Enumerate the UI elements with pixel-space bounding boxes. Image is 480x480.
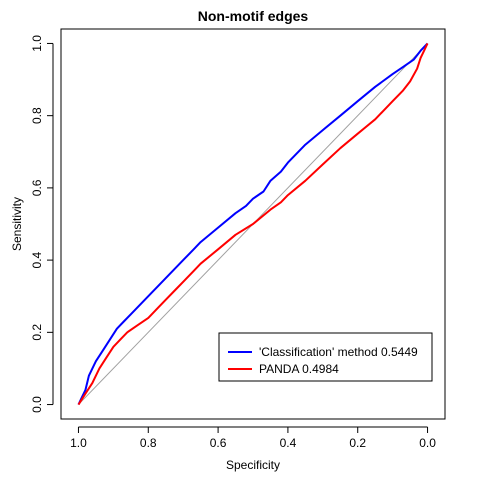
series-line-0 <box>77 42 429 406</box>
x-tick-label: 0.8 <box>140 436 157 450</box>
x-tick-label: 0.2 <box>349 436 366 450</box>
y-tick-label: 0.6 <box>30 179 44 196</box>
legend-label-panda: PANDA 0.4984 <box>259 362 339 376</box>
y-tick-label: 1.0 <box>30 35 44 52</box>
y-axis: 0.0 0.2 0.4 0.6 0.8 1.0 <box>30 35 54 413</box>
x-axis-label: Specificity <box>226 458 280 472</box>
y-tick-label: 0.0 <box>30 396 44 413</box>
y-tick-label: 0.2 <box>30 324 44 341</box>
series-layer <box>77 42 429 406</box>
legend-label-classification: 'Classification' method 0.5449 <box>259 345 418 359</box>
x-tick-label: 0.6 <box>210 436 227 450</box>
x-tick-label: 0.4 <box>280 436 297 450</box>
chart-title: Non-motif edges <box>198 8 309 24</box>
plot-frame <box>60 28 446 420</box>
y-tick-label: 0.4 <box>30 251 44 268</box>
x-axis: 1.0 0.8 0.6 0.4 0.2 0.0 <box>70 426 436 450</box>
y-tick-label: 0.8 <box>30 107 44 124</box>
legend: 'Classification' method 0.5449 PANDA 0.4… <box>218 332 433 382</box>
x-tick-label: 0.0 <box>419 436 436 450</box>
x-tick-label: 1.0 <box>70 436 87 450</box>
legend-box <box>218 332 433 382</box>
series-line-1 <box>77 42 429 406</box>
y-axis-label: Sensitivity <box>10 197 24 251</box>
